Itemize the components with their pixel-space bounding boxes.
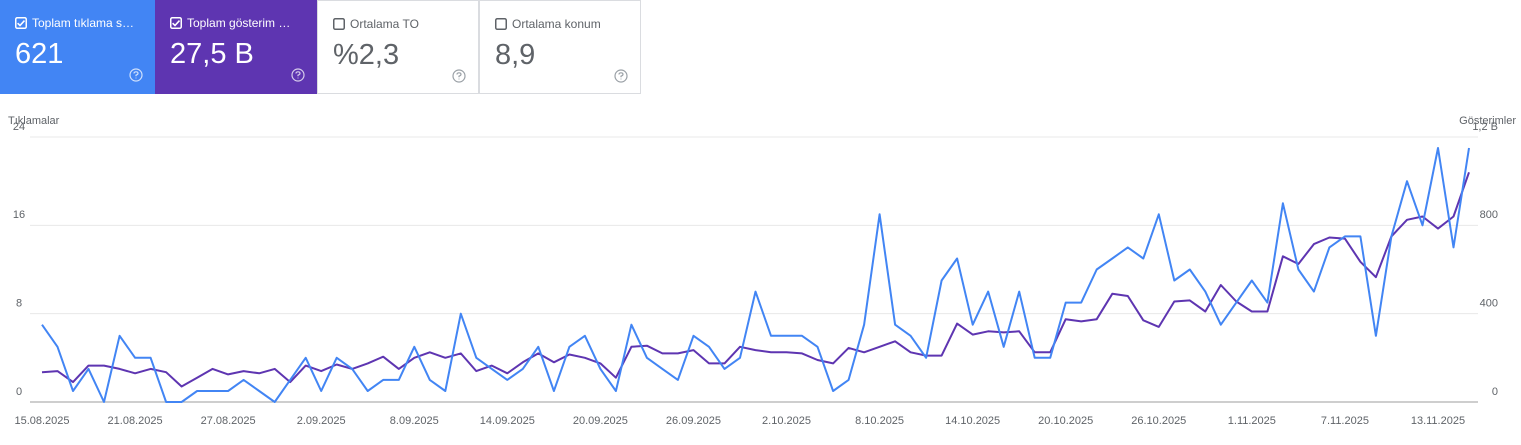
card-value: %2,3 [333, 39, 400, 71]
x-tick-label: 14.09.2025 [480, 415, 535, 427]
card-value: 27,5 B [170, 38, 254, 70]
y2-axis-title: Gösterimler [1459, 115, 1516, 127]
help-glyph [295, 71, 301, 79]
x-tick-label: 21.08.2025 [108, 415, 163, 427]
checkbox-box [170, 17, 182, 29]
y-tick-label: 0 [16, 386, 22, 398]
x-tick-label: 26.10.2025 [1131, 415, 1186, 427]
help-circle [291, 68, 305, 82]
x-tick-label: 26.09.2025 [666, 415, 721, 427]
series-line [41, 171, 1470, 388]
x-tick-label: 8.10.2025 [855, 415, 904, 427]
x-tick-label: 2.09.2025 [297, 415, 346, 427]
metric-card[interactable]: Ortalama konum 8,9 [479, 0, 641, 94]
y-axis-title: Tıklamalar [8, 115, 60, 127]
x-tick-label: 13.11.2025 [1411, 415, 1465, 427]
x-tick-label: 8.09.2025 [390, 415, 439, 427]
help-glyph [133, 71, 139, 79]
x-tick-label: 15.08.2025 [14, 415, 69, 427]
checkmark [172, 20, 181, 27]
x-tick-label: 2.10.2025 [762, 415, 811, 427]
card-label: Toplam gösterim … [187, 16, 291, 30]
checkmark [17, 20, 26, 27]
card-label: Ortalama konum [512, 17, 601, 31]
metric-card[interactable]: Toplam gösterim … 27,5 B [155, 0, 317, 94]
y-tick-label: 16 [13, 209, 25, 221]
card-label: Ortalama TO [350, 17, 419, 31]
checkbox[interactable] [495, 18, 507, 30]
help-circle [452, 69, 466, 83]
x-tick-label: 20.09.2025 [573, 415, 628, 427]
y-tick-label: 24 [13, 121, 25, 133]
help-glyph [456, 72, 462, 80]
metric-cards: Toplam tıklama s… 621 Toplam gösterim … 27,… [0, 0, 641, 94]
series-line [41, 147, 1470, 403]
checkbox[interactable] [15, 17, 27, 29]
metric-card[interactable]: Ortalama TO %2,3 [317, 0, 479, 94]
help-icon[interactable] [291, 68, 305, 82]
help-icon[interactable] [614, 69, 628, 83]
help-icon[interactable] [129, 68, 143, 82]
help-circle [614, 69, 628, 83]
y2-tick-label: 0 [1492, 386, 1498, 398]
y2-tick-label: 400 [1480, 298, 1498, 310]
x-tick-label: 14.10.2025 [945, 415, 1000, 427]
checkbox-box [333, 18, 345, 30]
checkbox[interactable] [170, 17, 182, 29]
help-icon[interactable] [452, 69, 466, 83]
card-label: Toplam tıklama s… [32, 16, 135, 30]
checkbox[interactable] [333, 18, 345, 30]
x-tick-label: 20.10.2025 [1038, 415, 1093, 427]
metric-card[interactable]: Toplam tıklama s… 621 [0, 0, 155, 94]
y2-tick-label: 1,2 B [1472, 121, 1498, 133]
help-glyph [618, 72, 624, 80]
help-circle [129, 68, 143, 82]
card-value: 621 [15, 38, 64, 70]
y-tick-label: 8 [16, 298, 22, 310]
y2-tick-label: 800 [1480, 209, 1498, 221]
x-tick-label: 7.11.2025 [1321, 415, 1369, 427]
card-value: 8,9 [495, 39, 536, 71]
checkbox-box [15, 17, 27, 29]
checkbox-box [495, 18, 507, 30]
x-tick-label: 1.11.2025 [1228, 415, 1276, 427]
x-tick-label: 27.08.2025 [201, 415, 256, 427]
